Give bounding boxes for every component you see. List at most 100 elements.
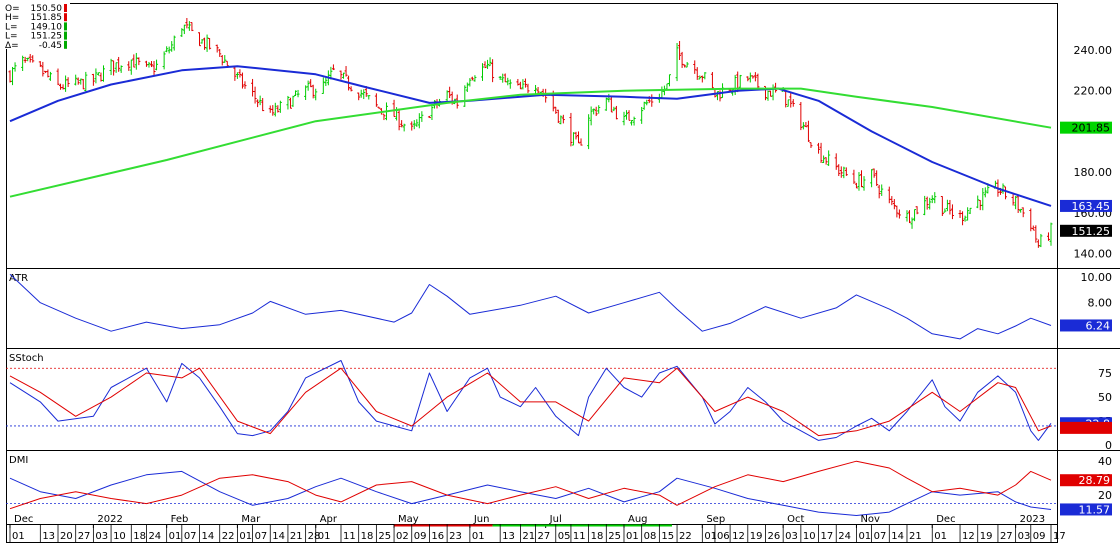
day-label: 12: [732, 531, 745, 542]
day-label: 06: [717, 531, 730, 542]
sstoch-last-value-badge: [1060, 421, 1112, 434]
day-label: 01: [169, 531, 182, 542]
ohlc-readout-marker: [64, 13, 67, 22]
day-label: 03: [1018, 531, 1031, 542]
price-last-value-text: 151.25: [1072, 225, 1111, 238]
ohlc-readout-marker: [64, 4, 67, 12]
day-label: 25: [608, 531, 621, 542]
ohlc-readout-box: [2, 3, 70, 49]
month-label: May: [398, 514, 419, 525]
ohlc-readout-label: O=: [5, 4, 20, 14]
dmi-last-value-badge: [1060, 474, 1112, 487]
day-label: 03: [785, 531, 798, 542]
day-label: 09: [1033, 531, 1046, 542]
dmi-panel-label: DMI: [9, 455, 28, 466]
day-label: 14: [272, 531, 285, 542]
price-last-value-badge: [1060, 199, 1112, 212]
ohlc-readout-label: H=: [5, 13, 19, 23]
price-last-value-badge: [1060, 121, 1112, 134]
day-label: 24: [148, 531, 161, 542]
month-label: Sep: [706, 514, 725, 525]
price-tick-label: 180.00: [1074, 166, 1113, 179]
dmi-last-value-text: 11.57: [1079, 503, 1111, 516]
price-last-value-text: 163.45: [1072, 200, 1111, 213]
day-label: 18: [133, 531, 146, 542]
day-label: 12: [962, 531, 975, 542]
day-label: 22: [679, 531, 692, 542]
sstoch-series-2-line: [9, 367, 1052, 437]
dmi-last-value-badge: [1060, 503, 1112, 516]
month-label: Aug: [628, 514, 648, 525]
day-label: 13: [42, 531, 55, 542]
price-tick-label: 140.00: [1074, 248, 1113, 261]
day-label: 18: [591, 531, 604, 542]
day-label: 26: [767, 531, 780, 542]
day-label: 18: [361, 531, 374, 542]
ohlc-readout-marker: [64, 31, 67, 40]
day-label: 14: [891, 531, 904, 542]
day-label: 09: [414, 531, 427, 542]
day-label: 19: [980, 531, 993, 542]
sstoch-tick-label: 0: [1105, 439, 1112, 452]
price-last-value-text: 201.85: [1072, 122, 1111, 135]
day-label: 07: [184, 531, 197, 542]
day-label: 08: [644, 531, 657, 542]
axis-highlight-band: [492, 524, 672, 527]
day-label: 21: [290, 531, 303, 542]
day-label: 01: [704, 531, 717, 542]
day-label: 10: [803, 531, 816, 542]
day-label: 21: [522, 531, 535, 542]
day-label: 15: [661, 531, 674, 542]
dmi-tick-label: 40: [1098, 455, 1112, 468]
month-label: Jun: [473, 514, 490, 525]
month-label: Feb: [171, 514, 189, 525]
ohlc-readout-marker: [64, 40, 67, 49]
day-label: 20: [60, 531, 73, 542]
month-label: Dec: [14, 514, 33, 525]
day-label: 01: [12, 531, 25, 542]
sstoch-tick-label: 50: [1098, 391, 1112, 404]
day-label: 01: [318, 531, 331, 542]
atr-panel-label: ATR: [9, 273, 28, 284]
day-label: 14: [202, 531, 215, 542]
ohlc-readout-label: L=: [5, 32, 18, 42]
sstoch-panel-label: SStoch: [9, 353, 44, 364]
dmi-tick-label: 20: [1098, 489, 1112, 502]
ohlc-readout-value: 151.85: [31, 13, 63, 23]
month-label: Dec: [936, 514, 955, 525]
ohlc-readout-value: -0.45: [39, 41, 62, 51]
day-label: 11: [343, 531, 356, 542]
price-tick-label: 220.00: [1074, 85, 1113, 98]
day-label: 24: [838, 531, 851, 542]
day-label: 28: [308, 531, 321, 542]
day-label: 07: [874, 531, 887, 542]
day-label: 01: [472, 531, 485, 542]
day-label: 05: [558, 531, 571, 542]
day-label: 16: [431, 531, 444, 542]
month-label: 2023: [1020, 514, 1045, 525]
price-series-2-line: [9, 87, 1052, 198]
month-label: Nov: [860, 514, 880, 525]
sstoch-tick-label: 75: [1098, 367, 1112, 380]
chart-frame: [6, 3, 1058, 543]
day-label: 02: [396, 531, 409, 542]
day-label: 01: [626, 531, 639, 542]
atr-last-value-text: 6.24: [1086, 319, 1111, 332]
day-label: 25: [378, 531, 391, 542]
month-label: Jul: [549, 514, 562, 525]
ohlc-readout-label: Δ=: [5, 41, 19, 51]
sstoch-series-1-line: [9, 360, 1052, 441]
day-label: 17: [1053, 531, 1066, 542]
ohlc-readout-marker: [64, 22, 67, 31]
day-label: 19: [750, 531, 763, 542]
day-label: 01: [239, 531, 252, 542]
ohlc-readout-value: 149.10: [31, 22, 63, 32]
atr-last-value-badge: [1060, 319, 1112, 332]
day-label: 27: [538, 531, 551, 542]
day-label: 01: [934, 531, 947, 542]
dmi-series-2-line: [9, 460, 1052, 510]
day-label: 11: [573, 531, 586, 542]
atr-tick-label: 8.00: [1088, 297, 1113, 310]
